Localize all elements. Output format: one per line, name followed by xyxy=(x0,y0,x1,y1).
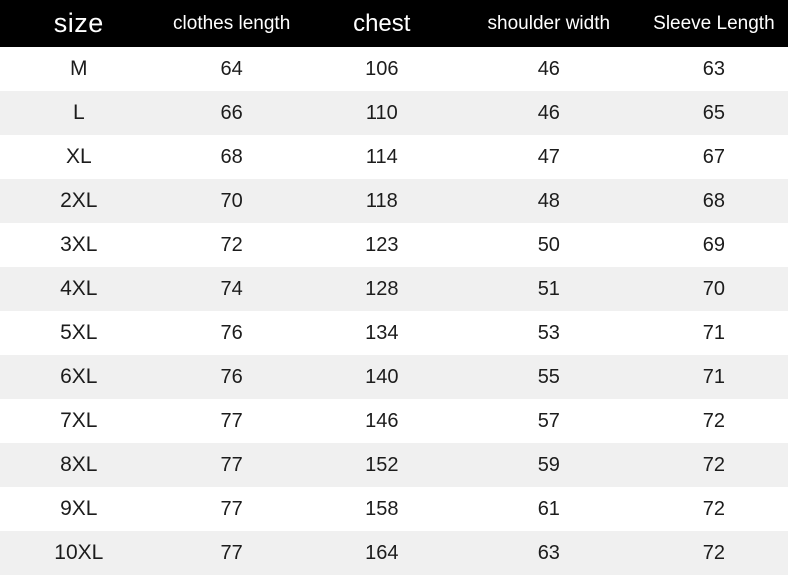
table-row: 3XL 72 123 50 69 xyxy=(0,223,788,267)
size-cell: 9XL xyxy=(60,497,98,520)
value-cell: 59 xyxy=(537,453,560,476)
value-cell: 46 xyxy=(537,101,560,124)
value-cell: 77 xyxy=(220,409,243,432)
size-cell: 4XL xyxy=(60,277,98,300)
value-cell: 68 xyxy=(702,189,726,212)
value-cell: 123 xyxy=(365,233,399,256)
header-row: size clothes length chest shoulder width… xyxy=(0,0,788,47)
value-cell: 146 xyxy=(365,409,399,432)
size-cell: 3XL xyxy=(60,233,98,256)
value-cell: 76 xyxy=(220,365,243,388)
table-row: 10XL 77 164 63 72 xyxy=(0,531,788,575)
table-row: 8XL 77 152 59 72 xyxy=(0,443,788,487)
size-table-header: size clothes length chest shoulder width… xyxy=(0,0,788,47)
value-cell: 106 xyxy=(365,57,399,80)
value-cell: 77 xyxy=(220,453,243,476)
column-header-sleeve-length: Sleeve Length xyxy=(653,12,775,34)
value-cell: 47 xyxy=(537,145,560,168)
value-cell: 65 xyxy=(702,101,726,124)
size-cell: 10XL xyxy=(54,541,104,564)
column-header-size: size xyxy=(53,8,104,38)
table-row: M 64 106 46 63 xyxy=(0,47,788,91)
size-cell: 5XL xyxy=(60,321,98,344)
size-table-body: M 64 106 46 63 L 66 110 46 65 XL 68 114 47 67 2XL 70 118 4… xyxy=(0,47,788,575)
size-cell: 8XL xyxy=(60,453,98,476)
table-row: 4XL 74 128 51 70 xyxy=(0,267,788,311)
table-row: 9XL 77 158 61 72 xyxy=(0,487,788,531)
value-cell: 53 xyxy=(537,321,560,344)
value-cell: 61 xyxy=(537,497,560,520)
value-cell: 63 xyxy=(702,57,726,80)
value-cell: 77 xyxy=(220,497,243,520)
value-cell: 158 xyxy=(365,497,399,520)
size-cell: 7XL xyxy=(60,409,98,432)
value-cell: 140 xyxy=(365,365,399,388)
size-cell: L xyxy=(72,101,85,124)
value-cell: 72 xyxy=(702,497,726,520)
value-cell: 118 xyxy=(365,189,398,212)
value-cell: 64 xyxy=(220,57,243,80)
table-row: 5XL 76 134 53 71 xyxy=(0,311,788,355)
value-cell: 71 xyxy=(702,365,726,388)
value-cell: 164 xyxy=(365,541,399,564)
size-cell: XL xyxy=(65,145,92,168)
value-cell: 57 xyxy=(537,409,560,432)
value-cell: 66 xyxy=(220,101,243,124)
size-cell: 6XL xyxy=(60,365,98,388)
column-header-clothes-length: clothes length xyxy=(173,12,291,34)
value-cell: 51 xyxy=(537,277,560,300)
table-row: L 66 110 46 65 xyxy=(0,91,788,135)
value-cell: 55 xyxy=(537,365,560,388)
value-cell: 77 xyxy=(220,541,243,564)
value-cell: 70 xyxy=(220,189,243,212)
column-header-shoulder-width: shoulder width xyxy=(487,12,611,34)
table-row: XL 68 114 47 67 xyxy=(0,135,788,179)
value-cell: 72 xyxy=(702,453,726,476)
value-cell: 50 xyxy=(537,233,560,256)
value-cell: 68 xyxy=(220,145,243,168)
size-cell: M xyxy=(70,57,88,80)
value-cell: 72 xyxy=(702,409,726,432)
value-cell: 67 xyxy=(702,145,726,168)
value-cell: 152 xyxy=(365,453,399,476)
table-row: 2XL 70 118 48 68 xyxy=(0,179,788,223)
value-cell: 72 xyxy=(220,233,243,256)
column-header-chest: chest xyxy=(353,9,411,37)
size-cell: 2XL xyxy=(60,189,98,212)
value-cell: 134 xyxy=(365,321,399,344)
table-row: 7XL 77 146 57 72 xyxy=(0,399,788,443)
value-cell: 110 xyxy=(365,101,398,124)
value-cell: 74 xyxy=(220,277,243,300)
value-cell: 76 xyxy=(220,321,243,344)
value-cell: 69 xyxy=(702,233,726,256)
value-cell: 46 xyxy=(537,57,560,80)
value-cell: 48 xyxy=(537,189,560,212)
value-cell: 70 xyxy=(702,277,726,300)
table-row: 6XL 76 140 55 71 xyxy=(0,355,788,399)
value-cell: 128 xyxy=(365,277,399,300)
value-cell: 71 xyxy=(702,321,726,344)
value-cell: 63 xyxy=(537,541,560,564)
value-cell: 114 xyxy=(365,145,398,168)
value-cell: 72 xyxy=(702,541,726,564)
